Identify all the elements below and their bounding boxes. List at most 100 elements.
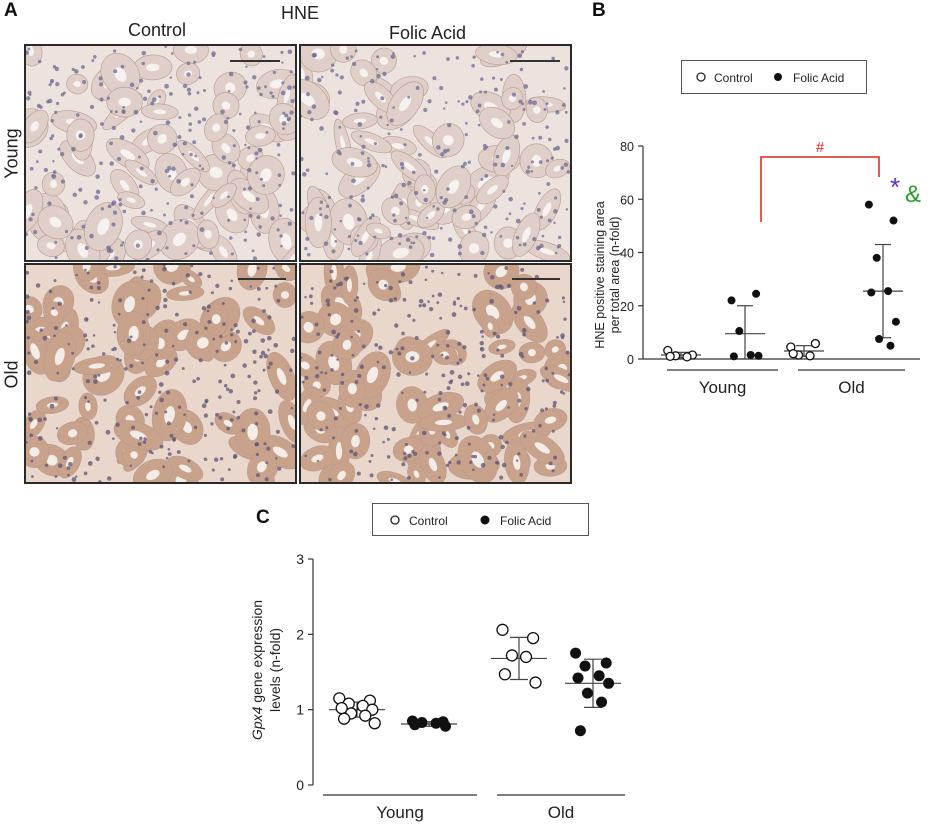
cell-nucleus [494,87,498,92]
cell-nucleus [454,436,459,441]
cell-nucleus [158,390,162,394]
y-tick-label: 60 [620,193,634,207]
tubule-lumen [257,461,267,473]
cell-nucleus [236,415,241,420]
cell-nucleus [243,80,248,85]
cell-nucleus [95,189,101,195]
cell-nucleus [553,196,558,200]
cell-nucleus [120,243,123,247]
cell-nucleus [113,331,117,334]
tubule-lumen [303,321,314,333]
cell-nucleus [545,159,550,163]
cell-nucleus [118,298,123,303]
cell-nucleus [523,202,526,205]
tubule-lumen [329,313,342,326]
cell-nucleus [492,413,496,416]
cell-nucleus [286,118,291,122]
cell-nucleus [203,433,208,437]
tubule-lumen [339,46,348,54]
cell-nucleus [310,117,314,122]
cell-nucleus [282,111,286,115]
cell-nucleus [493,204,498,209]
cell-nucleus [325,204,330,208]
cell-nucleus [137,155,141,159]
cell-nucleus [324,214,329,220]
cell-nucleus [95,456,100,461]
cell-nucleus [162,288,167,293]
panel-b-legend-svg: Control Folic Acid [696,71,844,85]
cell-nucleus [255,157,258,160]
cell-nucleus [333,416,338,421]
cell-nucleus [28,93,32,96]
panel-c-y-label-italic: Gpx4 [249,706,265,740]
cell-nucleus [49,136,53,141]
tubule-lumen [311,454,324,463]
cell-nucleus [336,358,339,361]
cell-nucleus [525,169,530,174]
cell-nucleus [460,382,465,387]
cell-nucleus [26,370,32,376]
significance-bracket [760,156,880,222]
tubule-lumen [379,56,389,65]
cell-nucleus [388,350,394,355]
cell-nucleus [355,101,360,106]
tubule-lumen [157,134,167,144]
cell-nucleus [567,372,570,377]
cell-nucleus [175,312,179,317]
cell-nucleus [325,298,331,304]
star-annotation: * [890,172,900,202]
tubule-lumen [495,265,508,278]
cell-nucleus [456,296,460,301]
cell-nucleus [199,227,205,232]
cell-nucleus [545,378,550,383]
cell-nucleus [231,163,236,168]
tubule-lumen [353,118,367,124]
cell-nucleus [331,329,336,335]
cell-nucleus [275,429,280,434]
data-point-folic-acid [727,296,736,305]
cell-nucleus [158,95,162,99]
tubule-lumen [281,265,291,273]
cell-nucleus [440,353,444,357]
cell-nucleus [427,300,430,303]
tubule-lumen [544,416,557,424]
cell-nucleus [234,340,238,344]
cell-nucleus [51,174,55,178]
cell-nucleus [521,355,525,359]
cell-nucleus [86,271,90,275]
cell-nucleus [247,374,252,379]
tubule-lumen [390,265,406,272]
cell-nucleus [404,442,408,447]
cell-nucleus [114,110,118,114]
cell-nucleus [153,130,158,136]
cell-nucleus [53,325,59,331]
cell-nucleus [370,454,374,457]
cell-nucleus [94,420,99,425]
data-point-folic-acid [752,289,761,298]
cell-nucleus [301,114,303,118]
cell-nucleus [198,76,202,80]
cell-nucleus [232,144,236,148]
cell-nucleus [92,54,97,59]
cell-nucleus [357,373,362,378]
cell-nucleus [147,89,151,94]
cell-nucleus [515,235,520,240]
cell-nucleus [47,201,52,206]
panel-b-y-label-line2: per total area (n-fold) [608,217,622,334]
cell-nucleus [165,120,171,125]
cell-nucleus [415,235,419,239]
cell-nucleus [388,285,393,291]
cell-nucleus [255,197,260,201]
tubule-lumen [366,366,379,384]
cell-nucleus [87,461,93,466]
cell-nucleus [112,210,118,215]
cell-nucleus [519,67,524,72]
cell-nucleus [230,373,236,379]
cell-nucleus [50,134,55,138]
cell-nucleus [173,357,179,362]
cell-nucleus [31,475,34,478]
cell-nucleus [289,70,293,74]
tubule-lumen [542,202,552,217]
legend-filled-circle-icon [480,515,490,525]
cell-nucleus [494,284,500,290]
